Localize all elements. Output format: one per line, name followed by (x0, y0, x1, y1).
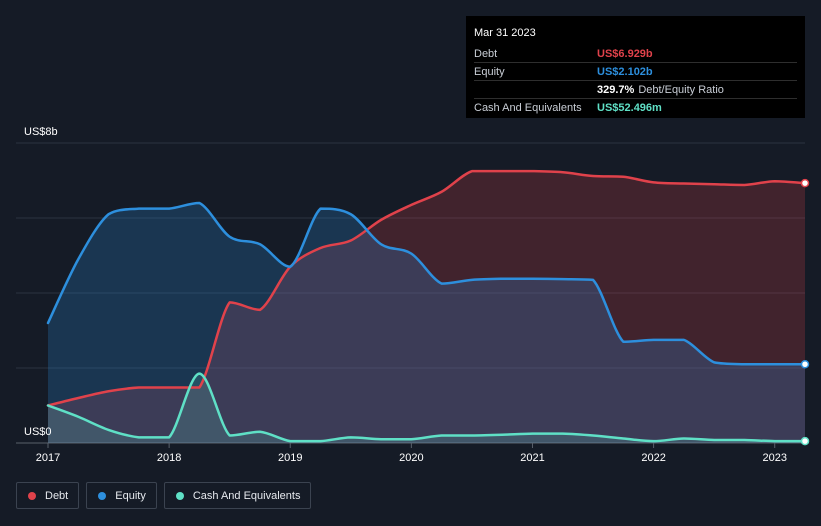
data-tooltip: Mar 31 2023 Debt US$6.929b Equity US$2.1… (466, 16, 805, 118)
series-endpoints (800, 178, 810, 446)
legend-item-cash[interactable]: Cash And Equivalents (163, 482, 312, 509)
x-axis-ticks: 2017 2018 2019 2020 2021 2022 2023 (36, 443, 787, 464)
cash-dot-icon (175, 491, 184, 500)
cash-line (46, 372, 807, 443)
x-tick-label: 2018 (157, 452, 181, 464)
debt-dot-icon (28, 491, 36, 500)
tooltip-date: Mar 31 2023 (474, 27, 536, 39)
tooltip-equity-label: Equity (474, 65, 505, 78)
tooltip-cash-row: Cash And Equivalents US$52.496m (474, 98, 797, 116)
equity-dot-icon (98, 491, 107, 500)
x-tick-label: 2021 (520, 452, 544, 464)
legend-item-equity[interactable]: Equity (86, 482, 157, 509)
tooltip-cash-label: Cash And Equivalents (474, 101, 582, 114)
y-axis-bottom-label: US$0 (24, 426, 52, 438)
tooltip-ratio-value: 329.7% (597, 83, 635, 96)
equity-endpoint (800, 360, 810, 369)
tooltip-cash-value: US$52.496m (597, 101, 662, 114)
debt-line (46, 169, 807, 407)
tooltip-ratio-row: 329.7% Debt/Equity Ratio (474, 80, 797, 98)
chart-legend: Debt Equity Cash And Equivalents (16, 482, 318, 509)
tooltip-debt-label: Debt (474, 47, 498, 60)
tooltip-equity-row: Equity US$2.102b (474, 62, 797, 80)
x-tick-label: 2019 (278, 452, 302, 464)
tooltip-ratio-label: Debt/Equity Ratio (638, 83, 724, 96)
series-areas (48, 171, 805, 443)
debt-endpoint (800, 178, 810, 188)
legend-item-debt[interactable]: Debt (16, 482, 80, 509)
grid-lines (16, 142, 805, 444)
legend-label-cash: Cash And Equivalents (192, 489, 301, 502)
equity-line (46, 201, 807, 366)
equity-area (48, 203, 805, 443)
cash-area (48, 373, 805, 443)
legend-label-debt: Debt (45, 489, 69, 502)
debt-area (48, 171, 805, 443)
x-tick-label: 2023 (762, 452, 786, 464)
tooltip-debt-value: US$6.929b (597, 47, 653, 60)
series-lines (46, 169, 807, 443)
y-axis-top-label: US$8b (24, 126, 58, 138)
x-tick-label: 2020 (399, 452, 423, 464)
x-tick-label: 2022 (641, 452, 665, 464)
cash-endpoint (800, 436, 810, 446)
x-tick-label: 2017 (36, 452, 60, 464)
legend-label-equity: Equity (115, 489, 146, 502)
tooltip-debt-row: Debt US$6.929b (474, 45, 797, 62)
tooltip-equity-value: US$2.102b (597, 65, 653, 78)
